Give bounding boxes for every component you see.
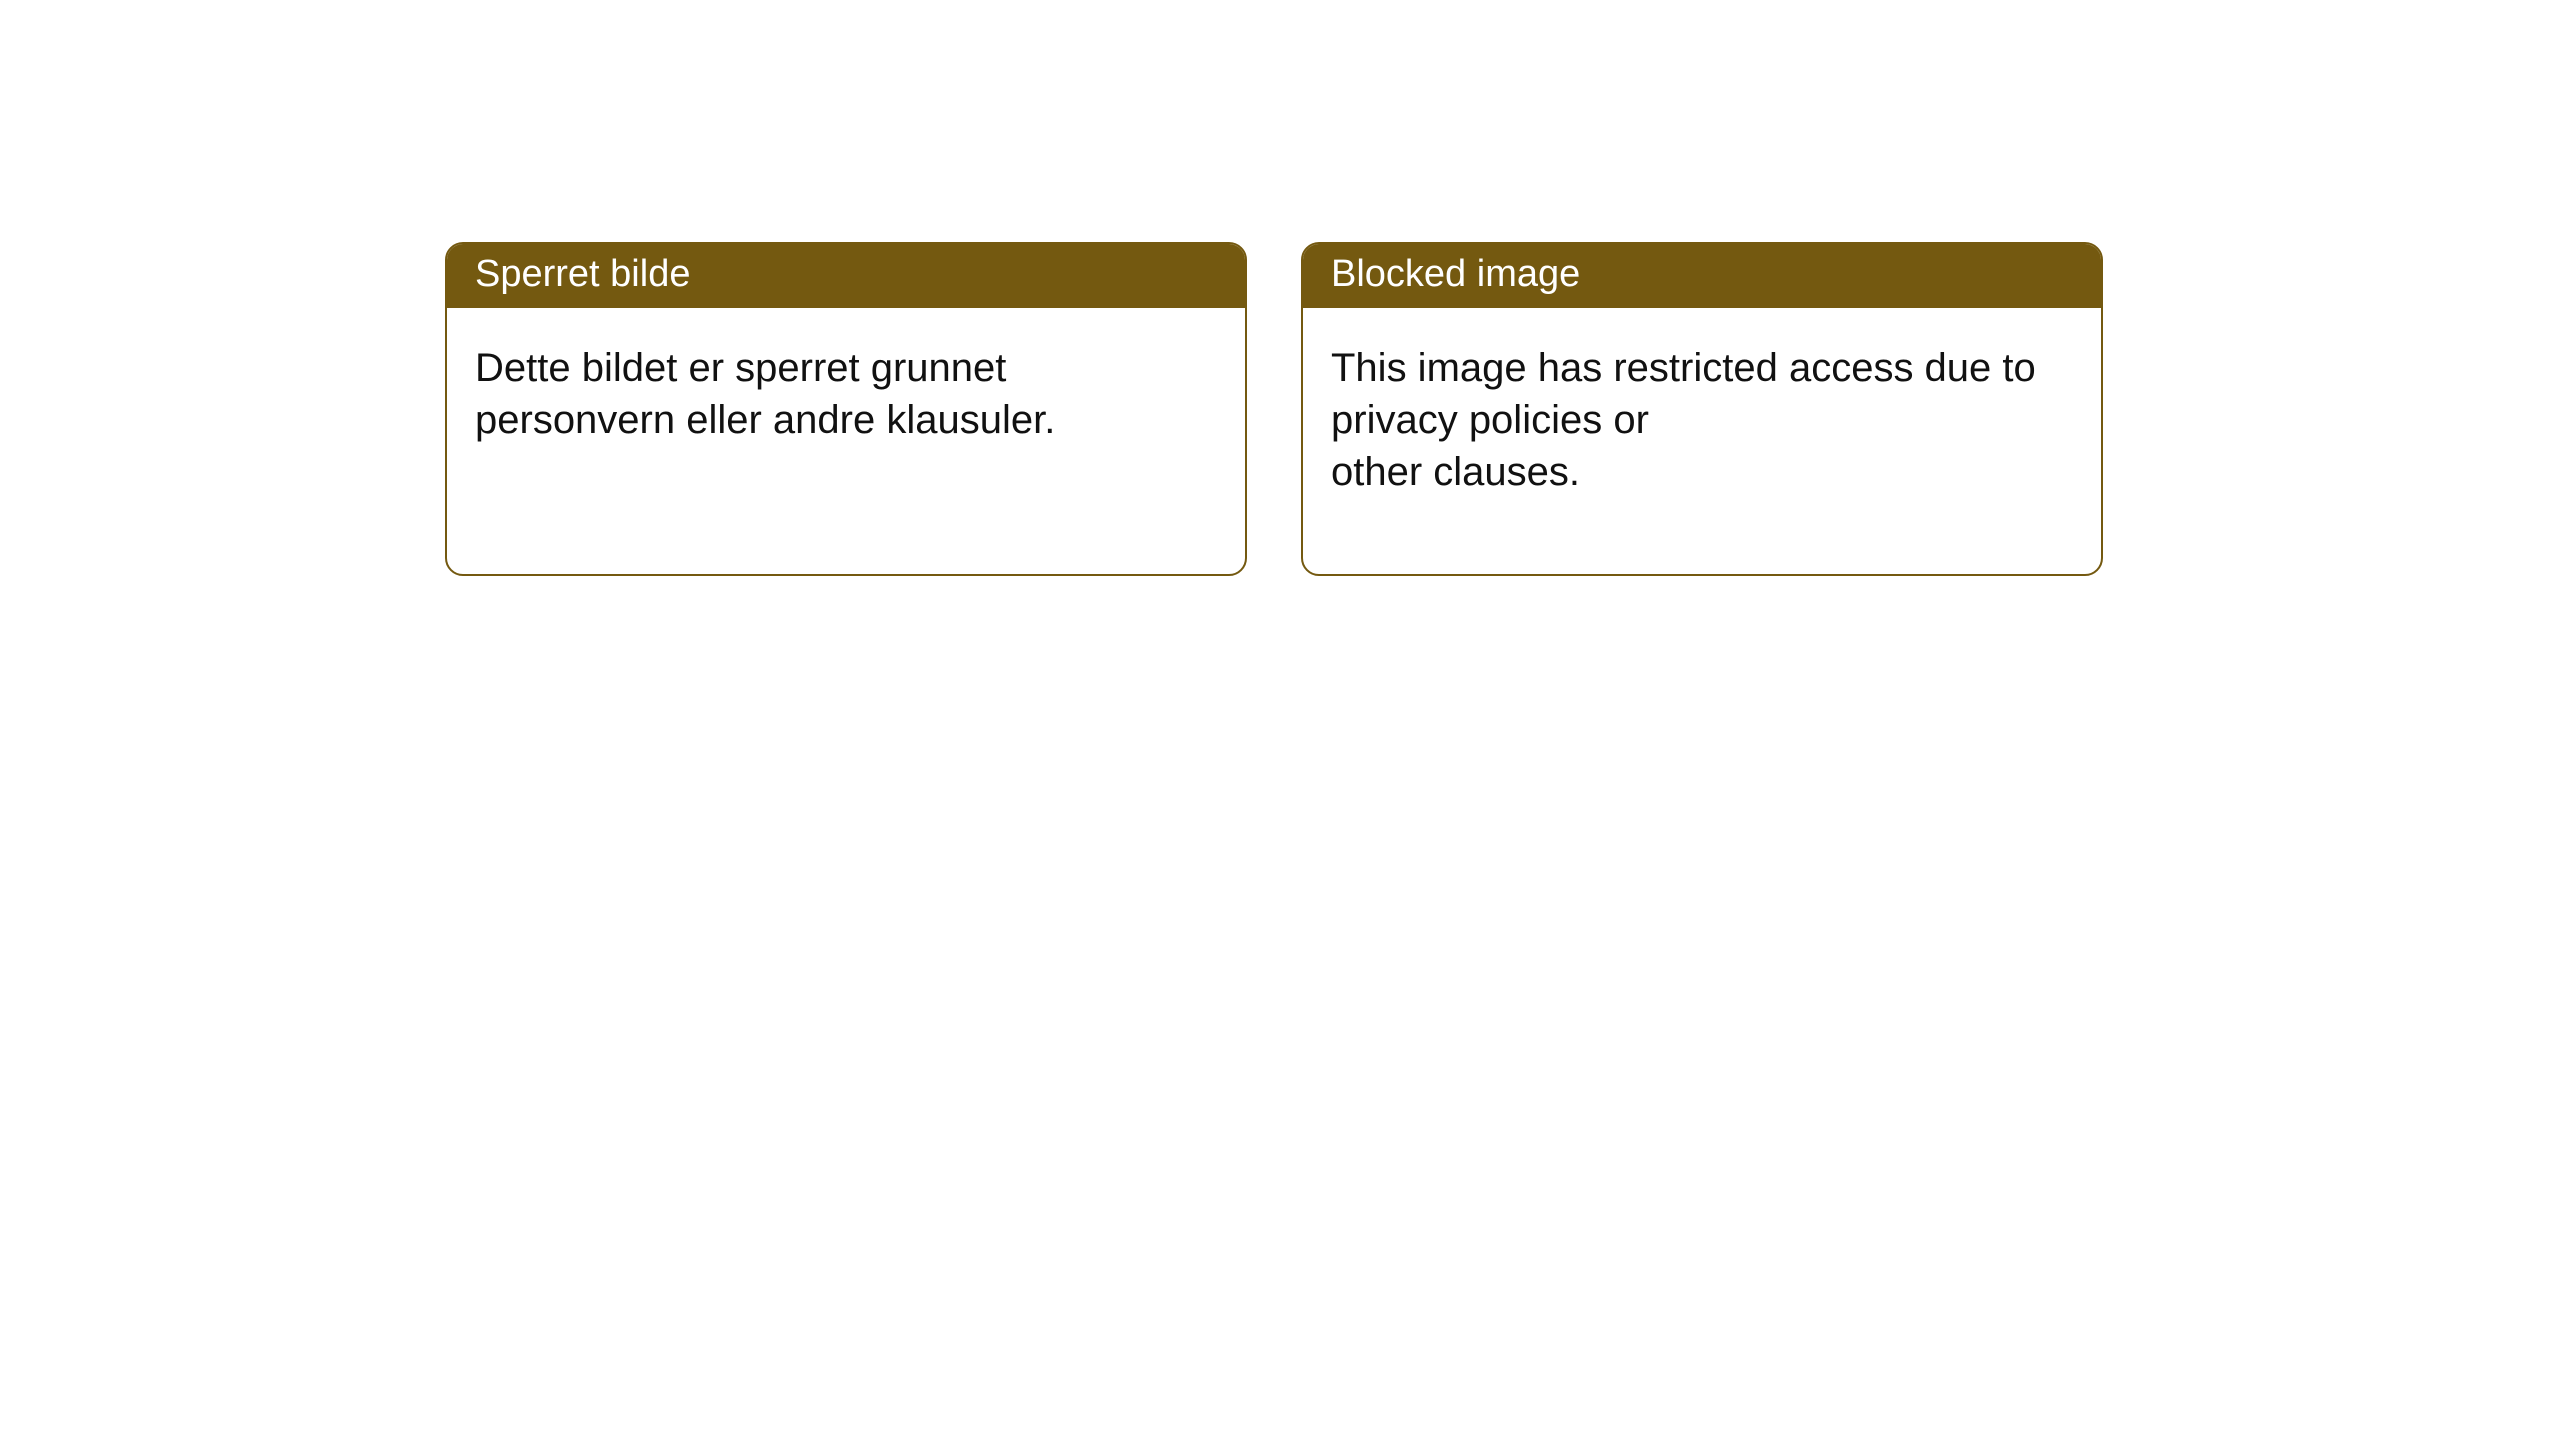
- notice-container: Sperret bilde Dette bildet er sperret gr…: [0, 0, 2560, 576]
- notice-card-norwegian: Sperret bilde Dette bildet er sperret gr…: [445, 242, 1247, 576]
- notice-body: This image has restricted access due to …: [1303, 308, 2101, 518]
- notice-header: Blocked image: [1303, 244, 2101, 308]
- notice-card-english: Blocked image This image has restricted …: [1301, 242, 2103, 576]
- notice-header: Sperret bilde: [447, 244, 1245, 308]
- notice-body: Dette bildet er sperret grunnet personve…: [447, 308, 1245, 466]
